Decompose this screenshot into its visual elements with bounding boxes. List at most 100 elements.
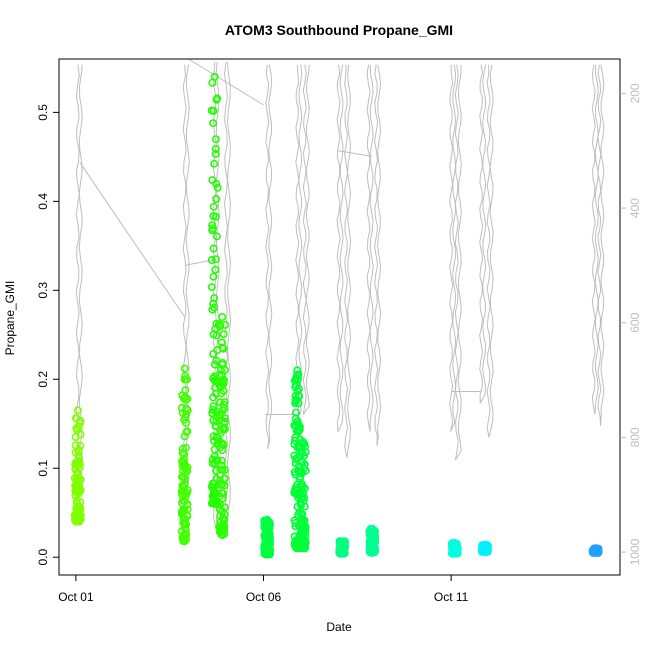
data-point: [183, 394, 192, 403]
y-tick-label: 0.3: [36, 282, 50, 299]
data-point: [177, 527, 186, 536]
y2-tick-label: 1000: [628, 538, 642, 565]
data-point: [210, 159, 219, 168]
pressure-profile-line: [591, 64, 599, 415]
data-point: [211, 265, 220, 274]
data-point: [208, 459, 217, 468]
data-point: [338, 549, 347, 558]
data-point: [263, 550, 272, 559]
data-point: [76, 485, 85, 494]
data-point: [213, 94, 222, 103]
data-point: [73, 425, 82, 434]
data-point: [216, 480, 225, 489]
data-points-layer: [70, 72, 603, 559]
data-point: [217, 371, 226, 380]
data-point: [183, 427, 192, 436]
data-point: [293, 375, 302, 384]
data-point: [210, 499, 219, 508]
pressure-profile-line: [479, 64, 487, 405]
pressure-profile: [454, 64, 462, 461]
data-point: [179, 507, 188, 516]
point-series: [295, 437, 310, 553]
data-point: [217, 489, 226, 498]
data-point: [210, 72, 219, 81]
data-point: [209, 202, 218, 211]
point-series: [215, 312, 230, 539]
data-point: [217, 439, 226, 448]
data-point: [299, 538, 308, 547]
pressure-profile: [374, 64, 382, 447]
data-point: [295, 448, 304, 457]
pressure-profile: [302, 64, 310, 415]
pressure-profile-line: [597, 64, 605, 426]
y2-tick-label: 200: [628, 83, 642, 103]
data-point: [209, 272, 218, 281]
data-point: [370, 537, 379, 546]
data-point: [71, 441, 80, 450]
data-point: [221, 424, 230, 433]
data-point: [450, 549, 459, 558]
data-point: [298, 437, 307, 446]
data-point: [295, 425, 304, 434]
data-point: [179, 483, 188, 492]
pressure-profile-line: [336, 64, 344, 432]
data-point: [211, 149, 220, 158]
data-point: [294, 420, 303, 429]
data-point: [209, 432, 218, 441]
data-point: [180, 364, 189, 373]
pressure-profile: [336, 64, 344, 432]
pressure-profile-line: [486, 64, 494, 438]
plot-frame: [58, 58, 621, 576]
point-series: [447, 538, 462, 558]
data-point: [220, 465, 229, 474]
data-point: [218, 530, 227, 539]
x-axis-label: Date: [326, 620, 352, 634]
data-point: [208, 455, 217, 464]
pressure-profile: [223, 61, 232, 535]
y-tick-label: 0.4: [36, 193, 50, 210]
y-tick-label: 0.1: [36, 460, 50, 477]
y2-tick-label: 400: [628, 198, 642, 218]
data-point: [183, 512, 192, 521]
y2-tick-label: 800: [628, 427, 642, 447]
data-point: [210, 294, 219, 303]
data-point: [177, 487, 186, 496]
data-point: [220, 419, 229, 428]
data-point: [75, 419, 84, 428]
data-point: [265, 535, 274, 544]
data-point: [216, 428, 225, 437]
data-point: [298, 523, 307, 532]
data-point: [181, 412, 190, 421]
point-series: [207, 72, 222, 508]
data-point: [260, 541, 269, 550]
y-tick-label: 0.5: [36, 104, 50, 121]
data-point: [183, 466, 192, 475]
data-point: [217, 465, 226, 474]
data-point: [216, 500, 225, 509]
pressure-transit-line: [184, 259, 215, 266]
data-point: [209, 224, 218, 233]
data-point: [212, 232, 221, 241]
pressure-profile: [486, 64, 494, 438]
data-point: [216, 443, 225, 452]
chart-title: ATOM3 Southbound Propane_GMI: [225, 22, 453, 38]
data-point: [76, 441, 85, 450]
data-point: [297, 457, 306, 466]
data-point: [216, 321, 225, 330]
data-point: [209, 405, 218, 414]
data-point: [293, 387, 302, 396]
data-point: [181, 492, 190, 501]
data-point: [216, 398, 225, 407]
data-point: [211, 255, 220, 264]
data-point: [298, 468, 307, 477]
data-point: [591, 548, 600, 557]
data-point: [208, 305, 217, 314]
data-point: [212, 195, 221, 204]
data-point: [368, 524, 377, 533]
data-point: [220, 398, 229, 407]
pressure-profile-line: [454, 64, 462, 461]
data-point: [182, 443, 191, 452]
data-point: [261, 528, 270, 537]
data-point: [480, 547, 489, 556]
data-point: [76, 475, 85, 484]
